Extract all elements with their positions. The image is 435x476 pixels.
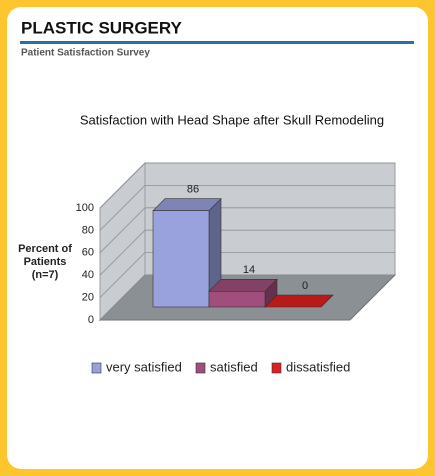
legend-label: dissatisfied bbox=[286, 359, 350, 374]
y-tick-label: 20 bbox=[82, 292, 94, 304]
grid-line bbox=[99, 252, 395, 298]
value-label: 0 bbox=[302, 280, 308, 292]
grid-line bbox=[99, 229, 395, 276]
bar bbox=[208, 291, 266, 308]
y-tick-label: 80 bbox=[82, 224, 94, 236]
legend-label: satisfied bbox=[210, 359, 258, 374]
legend-label: very satisfied bbox=[106, 359, 182, 374]
header-title: PLASTIC SURGERY bbox=[21, 18, 183, 37]
y-tick-label: 100 bbox=[76, 202, 94, 214]
y-tick-label: 60 bbox=[82, 247, 94, 259]
y-axis-label: Percent of Patients (n=7) bbox=[18, 243, 72, 281]
y-tick-label: 40 bbox=[82, 269, 94, 281]
grid-line bbox=[99, 274, 395, 321]
chart-title: Satisfaction with Head Shape after Skull… bbox=[80, 112, 384, 127]
grid-line bbox=[99, 162, 395, 209]
bar-top bbox=[208, 279, 278, 292]
legend-swatch bbox=[195, 362, 206, 374]
grid-line bbox=[99, 207, 395, 254]
grid-line bbox=[99, 184, 395, 231]
legend-swatch bbox=[271, 362, 282, 374]
header-subtitle: Patient Satisfaction Survey bbox=[21, 48, 150, 59]
legend-swatch bbox=[91, 362, 102, 374]
value-label: 14 bbox=[243, 264, 255, 276]
header-rule bbox=[20, 41, 414, 44]
value-label: 86 bbox=[187, 184, 199, 196]
bar-top bbox=[152, 198, 222, 211]
y-tick-label: 0 bbox=[88, 314, 94, 326]
bar-top bbox=[264, 294, 334, 308]
bar bbox=[152, 210, 210, 308]
